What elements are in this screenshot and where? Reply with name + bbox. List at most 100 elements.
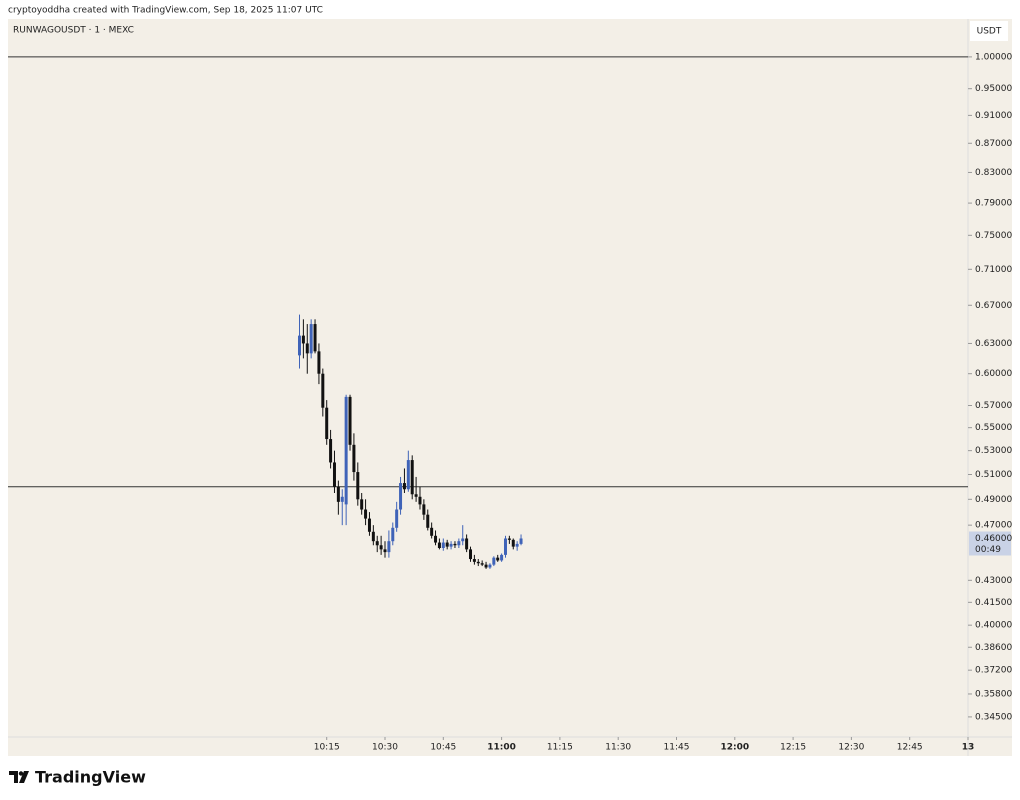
candle-body bbox=[480, 563, 484, 565]
y-tick-label: 0.43000 bbox=[975, 576, 1012, 586]
candle-body bbox=[336, 486, 340, 502]
candle-body bbox=[503, 538, 507, 555]
candle-body bbox=[383, 549, 387, 553]
candle-body bbox=[469, 549, 473, 560]
logo-text: TradingView bbox=[35, 768, 146, 787]
candle-body bbox=[340, 496, 344, 502]
candle-body bbox=[418, 496, 422, 505]
y-tick-label: 0.53000 bbox=[975, 446, 1012, 456]
candle-body bbox=[519, 538, 523, 544]
x-tick-label: 12:30 bbox=[838, 743, 864, 753]
candle-body bbox=[367, 518, 371, 532]
candle-body bbox=[449, 543, 453, 547]
candle-body bbox=[379, 545, 383, 550]
y-tick-label: 0.95000 bbox=[975, 84, 1012, 94]
x-tick-label: 12:15 bbox=[780, 743, 806, 753]
candle-body bbox=[301, 335, 305, 344]
y-tick-label: 0.67000 bbox=[975, 301, 1012, 311]
candle-body bbox=[344, 396, 348, 505]
candle-body bbox=[410, 460, 414, 495]
candle-body bbox=[325, 407, 329, 440]
x-tick-label: 12:00 bbox=[720, 743, 749, 753]
candle-body bbox=[391, 527, 395, 542]
candle-body bbox=[332, 462, 336, 487]
candle-body bbox=[430, 527, 434, 536]
candle-body bbox=[352, 444, 356, 473]
candle-body bbox=[371, 531, 375, 542]
y-tick-label: 0.41500 bbox=[975, 598, 1012, 608]
candle-body bbox=[348, 396, 352, 445]
candle-body bbox=[329, 439, 333, 463]
y-tick-label: 0.49000 bbox=[975, 495, 1012, 505]
y-tick-label: 1.00000 bbox=[975, 52, 1012, 62]
x-tick-label: 12:45 bbox=[897, 743, 923, 753]
chart-background bbox=[8, 19, 1012, 756]
y-tick-label: 0.91000 bbox=[975, 111, 1012, 121]
y-tick-label: 0.38600 bbox=[975, 643, 1012, 653]
candle-body bbox=[399, 483, 403, 510]
x-tick-label: 10:15 bbox=[314, 743, 340, 753]
candle-body bbox=[406, 460, 410, 490]
symbol-title: RUNWAGOUSDT · 1 · MEXC bbox=[13, 26, 134, 36]
candle-body bbox=[437, 542, 441, 548]
candle-body bbox=[472, 559, 476, 562]
candle-body bbox=[507, 538, 511, 540]
candle-body bbox=[426, 514, 430, 528]
y-tick-label: 0.83000 bbox=[975, 168, 1012, 178]
y-tick-label: 0.34500 bbox=[975, 712, 1012, 722]
candle-body bbox=[500, 554, 504, 561]
header: cryptoyoddha created with TradingView.co… bbox=[8, 6, 323, 16]
candle-body bbox=[309, 324, 313, 354]
y-tick-label: 0.57000 bbox=[975, 401, 1012, 411]
candle-body bbox=[484, 564, 488, 568]
last-price-label: 0.46000 bbox=[975, 534, 1012, 544]
candle-body bbox=[395, 509, 399, 528]
candle-body bbox=[364, 509, 368, 519]
candle-body bbox=[414, 494, 418, 497]
y-tick-label: 0.55000 bbox=[975, 423, 1012, 433]
y-tick-label: 0.60000 bbox=[975, 369, 1012, 379]
candle-body bbox=[465, 538, 469, 550]
last-price-tag bbox=[969, 531, 1011, 556]
candle-body bbox=[496, 557, 500, 561]
candle-body bbox=[492, 557, 496, 565]
candle-body bbox=[445, 542, 449, 547]
x-tick-label: 11:30 bbox=[605, 743, 631, 753]
candle-body bbox=[313, 324, 317, 352]
candle-body bbox=[476, 561, 480, 564]
candle-body bbox=[488, 564, 492, 568]
candle-body bbox=[360, 499, 364, 510]
countdown: 00:49 bbox=[975, 545, 1001, 555]
candle-body bbox=[297, 335, 301, 356]
y-tick-label: 0.47000 bbox=[975, 521, 1012, 531]
x-tick-label: 13 bbox=[962, 743, 975, 753]
candle-body bbox=[434, 535, 438, 543]
x-tick-label: 10:45 bbox=[430, 743, 456, 753]
y-tick-label: 0.51000 bbox=[975, 470, 1012, 480]
y-axis-label: USDT bbox=[977, 27, 1002, 37]
y-tick-label: 0.71000 bbox=[975, 265, 1012, 275]
candle-body bbox=[441, 542, 445, 548]
y-tick-label: 0.79000 bbox=[975, 199, 1012, 209]
y-tick-label: 0.35800 bbox=[975, 689, 1012, 699]
candle-body bbox=[457, 541, 461, 546]
candle-body bbox=[461, 538, 465, 542]
candle-body bbox=[511, 539, 515, 547]
y-tick-label: 0.40000 bbox=[975, 621, 1012, 631]
x-tick-label: 11:00 bbox=[487, 743, 516, 753]
x-tick-label: 11:45 bbox=[664, 743, 690, 753]
candle-body bbox=[422, 504, 426, 515]
y-tick-label: 0.63000 bbox=[975, 339, 1012, 349]
y-tick-label: 0.87000 bbox=[975, 139, 1012, 149]
y-tick-label: 0.75000 bbox=[975, 231, 1012, 241]
x-tick-label: 10:30 bbox=[372, 743, 398, 753]
unit-box bbox=[970, 21, 1008, 41]
candle-body bbox=[375, 541, 379, 546]
y-tick-label: 0.37200 bbox=[975, 666, 1012, 676]
candle-body bbox=[387, 541, 391, 553]
x-tick-label: 11:15 bbox=[547, 743, 573, 753]
candle-body bbox=[305, 343, 309, 354]
candle-body bbox=[321, 373, 325, 408]
